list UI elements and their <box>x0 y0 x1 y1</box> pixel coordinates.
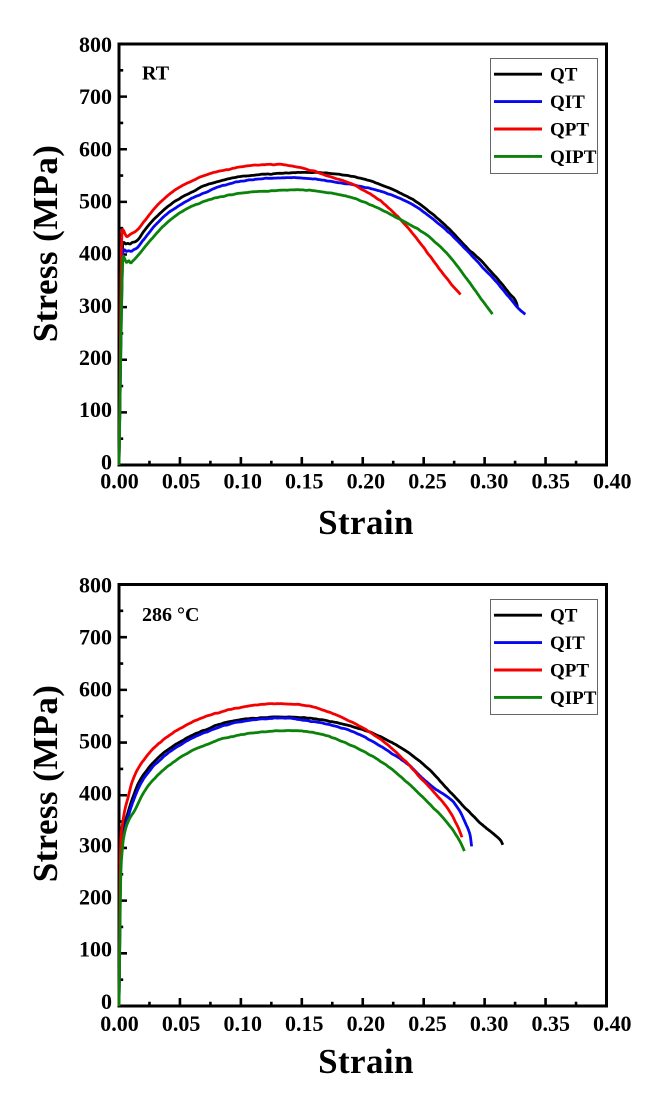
svg-text:RT: RT <box>142 62 170 84</box>
svg-text:700: 700 <box>79 624 112 649</box>
svg-text:300: 300 <box>79 833 112 858</box>
svg-text:200: 200 <box>79 345 112 370</box>
svg-text:0.15: 0.15 <box>285 468 324 493</box>
svg-text:0.40: 0.40 <box>593 468 632 493</box>
svg-text:100: 100 <box>79 937 112 962</box>
svg-text:0.15: 0.15 <box>285 1011 324 1036</box>
svg-text:0.05: 0.05 <box>162 468 201 493</box>
svg-text:QPT: QPT <box>550 119 589 140</box>
svg-text:0: 0 <box>101 449 112 474</box>
svg-text:QIT: QIT <box>550 92 585 113</box>
svg-text:0.20: 0.20 <box>347 1011 386 1036</box>
svg-text:QIT: QIT <box>550 633 585 654</box>
svg-text:0.05: 0.05 <box>162 1011 201 1036</box>
svg-text:800: 800 <box>79 572 112 597</box>
svg-text:400: 400 <box>79 241 112 266</box>
svg-text:0.25: 0.25 <box>408 1011 447 1036</box>
svg-text:0.25: 0.25 <box>408 468 447 493</box>
svg-text:600: 600 <box>79 136 112 161</box>
svg-text:QIPT: QIPT <box>550 688 597 709</box>
svg-text:700: 700 <box>79 84 112 109</box>
svg-text:Stress (MPa): Stress (MPa) <box>26 685 65 883</box>
svg-text:0.40: 0.40 <box>593 1011 632 1036</box>
svg-text:0.30: 0.30 <box>470 1011 509 1036</box>
svg-text:600: 600 <box>79 677 112 702</box>
svg-text:QIPT: QIPT <box>550 147 597 168</box>
svg-text:500: 500 <box>79 189 112 214</box>
svg-text:0.30: 0.30 <box>470 468 509 493</box>
svg-text:0.35: 0.35 <box>531 1011 570 1036</box>
svg-text:0.00: 0.00 <box>100 468 139 493</box>
svg-text:300: 300 <box>79 293 112 318</box>
svg-text:0: 0 <box>101 989 112 1014</box>
svg-text:800: 800 <box>79 32 112 57</box>
svg-text:0.35: 0.35 <box>531 468 570 493</box>
svg-text:0.20: 0.20 <box>347 468 386 493</box>
svg-text:0.10: 0.10 <box>223 468 262 493</box>
svg-text:400: 400 <box>79 781 112 806</box>
svg-text:100: 100 <box>79 397 112 422</box>
svg-text:QPT: QPT <box>550 660 589 681</box>
svg-text:286 °C: 286 °C <box>142 604 199 626</box>
svg-text:200: 200 <box>79 885 112 910</box>
svg-text:Stress (MPa): Stress (MPa) <box>26 145 65 343</box>
svg-text:Strain: Strain <box>318 503 414 542</box>
svg-text:Strain: Strain <box>318 1042 414 1081</box>
svg-text:QT: QT <box>550 65 578 86</box>
svg-text:QT: QT <box>550 606 578 627</box>
svg-text:500: 500 <box>79 729 112 754</box>
svg-text:0.00: 0.00 <box>100 1011 139 1036</box>
svg-text:0.10: 0.10 <box>223 1011 262 1036</box>
